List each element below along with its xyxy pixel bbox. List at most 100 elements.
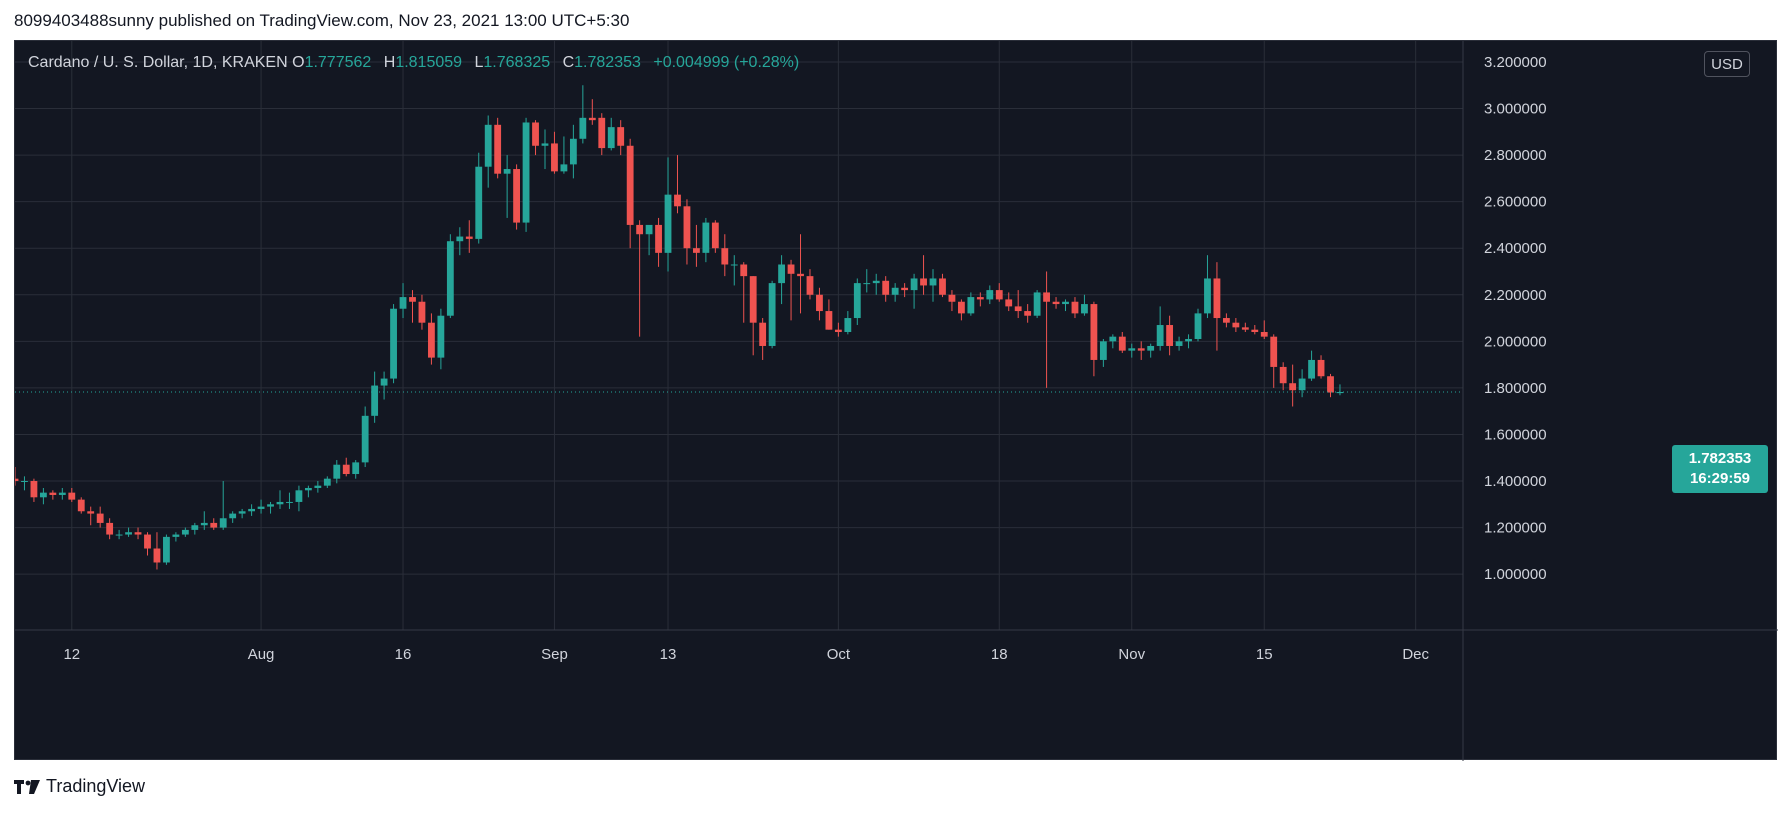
candle [730, 255, 738, 286]
candle [797, 234, 804, 314]
candle [361, 406, 369, 468]
candle-body [503, 169, 511, 174]
candle-body [1327, 376, 1334, 393]
close-label: C [562, 54, 575, 71]
candle-body [39, 492, 47, 498]
candle [740, 262, 748, 323]
candle [1062, 299, 1069, 312]
currency-button[interactable]: USD [1704, 51, 1750, 77]
candle [399, 283, 407, 319]
y-tick-label: 1.400000 [1484, 473, 1547, 490]
candle [617, 120, 625, 156]
candle-body [588, 117, 596, 121]
candle [560, 136, 568, 174]
candle [21, 476, 28, 491]
candle [276, 490, 284, 509]
candle [446, 234, 454, 319]
y-tick-label: 1.600000 [1484, 426, 1547, 443]
candle [957, 299, 965, 321]
candle [1024, 304, 1032, 323]
candle-body [532, 122, 539, 146]
candle-body [674, 194, 681, 207]
candle-body [683, 206, 691, 249]
tradingview-brand[interactable]: TradingView [14, 776, 145, 797]
candle [314, 481, 322, 493]
candle-body [172, 534, 180, 537]
candle [778, 255, 785, 305]
candle [1289, 364, 1297, 407]
y-tick-label: 1.800000 [1484, 380, 1547, 397]
candle-body [1213, 278, 1221, 319]
candle [1005, 292, 1013, 312]
candle [1118, 332, 1126, 353]
candle [1099, 338, 1107, 367]
candle-body [759, 322, 767, 346]
candle-body [1043, 292, 1050, 302]
candle [87, 506, 95, 526]
candle [569, 124, 577, 179]
candle [371, 371, 379, 423]
last-price-value: 1.782353 [1688, 450, 1752, 467]
candle-body [976, 297, 984, 300]
candle [191, 522, 199, 535]
candle [181, 527, 189, 537]
candle-body [181, 529, 189, 535]
candle-body [30, 481, 38, 498]
x-tick-label: Oct [827, 646, 851, 663]
candle [428, 313, 435, 365]
candle [248, 504, 256, 516]
candle-body [1099, 341, 1107, 360]
candle-body [219, 518, 227, 528]
candle [1213, 262, 1221, 351]
candle [15, 467, 19, 486]
candle-body [1336, 391, 1344, 394]
candle-body [607, 127, 615, 149]
candle-body [1052, 301, 1060, 305]
open-value: 1.777562 [304, 54, 372, 71]
candle [787, 259, 795, 321]
candle [304, 485, 312, 498]
candle [768, 280, 776, 349]
candle-body [1241, 327, 1249, 330]
candle-body [872, 280, 880, 284]
candle-body [749, 276, 757, 323]
y-tick-label: 2.200000 [1484, 287, 1547, 304]
candle-body [1014, 306, 1022, 312]
candle [759, 318, 767, 360]
candle [125, 527, 132, 537]
candle-body [1033, 292, 1041, 316]
candle [352, 460, 360, 479]
candle [39, 487, 47, 505]
candle-body [163, 536, 170, 563]
candlestick-chart[interactable]: 1.000000 1.200000 1.400000 1.600000 1.800000… [15, 41, 1778, 761]
candle-body [1156, 325, 1164, 346]
candle [910, 273, 918, 309]
candle [1336, 384, 1344, 396]
candle [380, 371, 388, 400]
publish-info: 8099403488sunny published on TradingView… [14, 11, 630, 30]
candle-body [15, 478, 19, 482]
candle [683, 199, 691, 265]
candle-body [87, 511, 95, 514]
candle [579, 85, 587, 144]
candle [1071, 297, 1079, 319]
candle [513, 164, 521, 230]
candle-body [361, 415, 369, 463]
candle [286, 492, 293, 509]
candle [749, 276, 757, 356]
candle-body [257, 506, 265, 509]
candle [172, 532, 180, 542]
candle-body [1175, 341, 1183, 346]
candle-body [1147, 345, 1155, 351]
chart-panel[interactable]: 1.000000 1.200000 1.400000 1.600000 1.800000… [14, 40, 1778, 761]
candle [238, 508, 246, 519]
candle-body [1298, 378, 1306, 391]
candle-body [1232, 322, 1240, 328]
candle [1185, 334, 1192, 349]
candle [1128, 343, 1136, 358]
candle-body [409, 297, 416, 302]
candle-body [399, 297, 407, 309]
candle-body [787, 264, 795, 274]
close-value: 1.782353 [574, 54, 641, 71]
candle-body [569, 138, 577, 165]
